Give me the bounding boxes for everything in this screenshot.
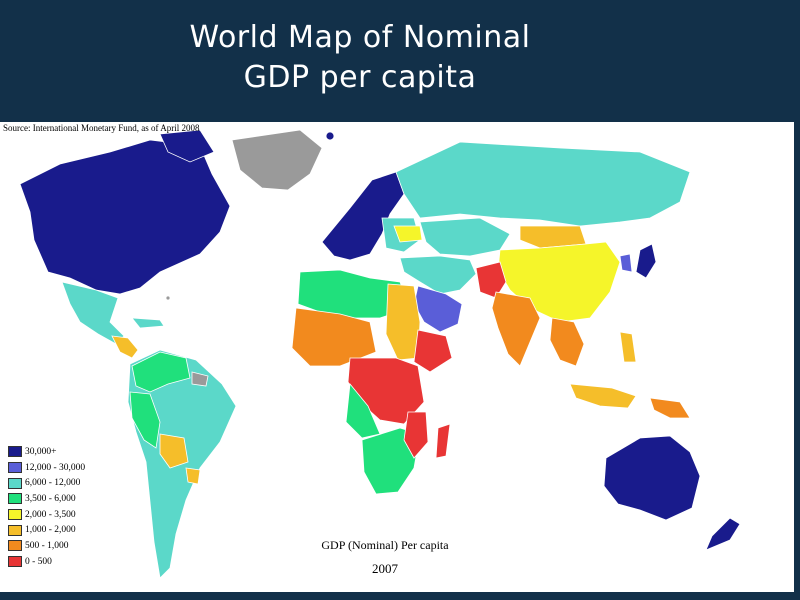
region-indonesia: [569, 383, 637, 409]
title-line-1: World Map of Nominal: [189, 20, 531, 55]
region-japan: [635, 243, 657, 279]
region-southern-africa: [361, 427, 421, 495]
legend-item: 30,000+: [8, 444, 85, 460]
region-islands-1: [165, 295, 171, 301]
legend-item: 2,000 - 3,500: [8, 507, 85, 523]
region-central-america: [111, 335, 139, 359]
map-caption: GDP (Nominal) Per capita 2007: [300, 538, 470, 577]
region-philippines: [619, 331, 637, 363]
legend-swatch: [8, 477, 22, 489]
region-sudan: [385, 283, 421, 361]
map-source-note: Source: International Monetary Fund, as …: [3, 123, 200, 133]
legend-item: 6,000 - 12,000: [8, 475, 85, 491]
legend-swatch: [8, 493, 22, 505]
legend-swatch: [8, 540, 22, 552]
legend-swatch: [8, 462, 22, 474]
region-arabia: [413, 285, 463, 333]
region-horn-africa: [413, 329, 453, 373]
map-caption-title: GDP (Nominal) Per capita: [321, 538, 449, 552]
legend-label: 500 - 1,000: [25, 540, 69, 551]
region-bolivia: [159, 433, 189, 469]
legend-label: 0 - 500: [25, 556, 52, 567]
legend-item: 12,000 - 30,000: [8, 460, 85, 476]
legend-item: 0 - 500: [8, 554, 85, 570]
region-arctic-islands: [159, 129, 215, 163]
region-paraguay: [185, 467, 201, 485]
region-new-zealand: [705, 517, 741, 551]
region-se-asia: [549, 317, 585, 367]
region-ukraine: [393, 225, 423, 243]
region-greenland: [231, 129, 323, 191]
legend-swatch: [8, 509, 22, 521]
region-europe: [321, 171, 405, 261]
legend-label: 1,000 - 2,000: [25, 525, 76, 536]
region-korea: [619, 253, 633, 273]
world-map: [19, 129, 741, 579]
region-madagascar: [435, 423, 451, 459]
map-legend: 30,000+ 12,000 - 30,000 6,000 - 12,000 3,50…: [8, 444, 85, 570]
map-caption-year: 2007: [372, 561, 398, 576]
legend-label: 30,000+: [25, 446, 57, 457]
legend-swatch: [8, 524, 22, 536]
legend-label: 12,000 - 30,000: [25, 462, 86, 473]
region-afpak: [475, 261, 507, 299]
region-india: [491, 291, 541, 367]
slide-title: World Map of Nominal GDP per capita: [150, 18, 570, 98]
region-islands-2: [325, 131, 335, 141]
region-colombia-venezuela: [131, 351, 191, 393]
region-caribbean: [131, 317, 165, 329]
region-new-guinea: [649, 397, 691, 419]
region-peru: [129, 391, 161, 449]
legend-label: 6,000 - 12,000: [25, 478, 81, 489]
legend-item: 1,000 - 2,000: [8, 522, 85, 538]
legend-label: 3,500 - 6,000: [25, 493, 76, 504]
region-angola: [345, 383, 381, 439]
legend-swatch: [8, 556, 22, 568]
world-map-panel: Source: International Monetary Fund, as …: [0, 122, 794, 592]
region-north-america: [19, 139, 231, 295]
region-mozambique: [403, 411, 429, 459]
legend-item: 3,500 - 6,000: [8, 491, 85, 507]
title-line-2: GDP per capita: [243, 60, 477, 95]
legend-item: 500 - 1,000: [8, 538, 85, 554]
region-australia: [603, 435, 701, 521]
legend-swatch: [8, 446, 22, 458]
region-guianas: [191, 371, 209, 387]
region-middle-east: [399, 255, 477, 295]
legend-label: 2,000 - 3,500: [25, 509, 76, 520]
region-central-asia: [419, 217, 511, 257]
region-russia: [395, 141, 691, 227]
